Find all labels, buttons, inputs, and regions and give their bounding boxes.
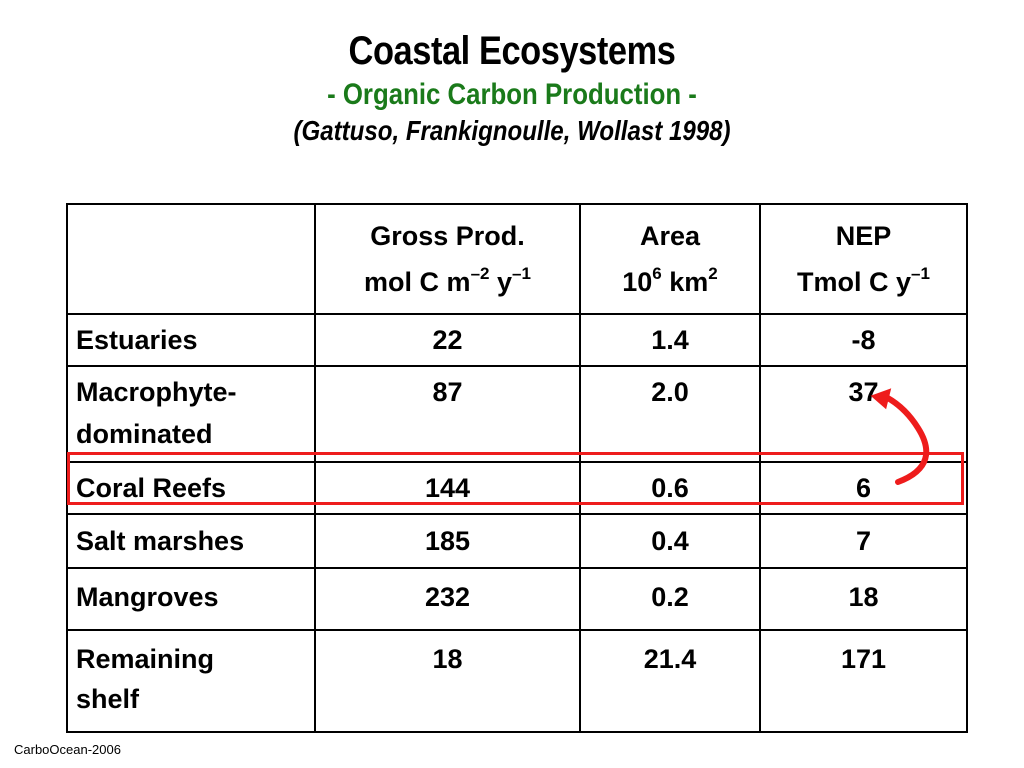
table-row: Estuaries 22 1.4 -8 — [66, 313, 968, 367]
gross-prod-cell: 87 — [314, 365, 581, 463]
curved-arrow-icon — [870, 388, 930, 485]
area-cell: 1.4 — [579, 313, 761, 367]
nep-cell: 171 — [759, 629, 968, 733]
row-label: Mangroves — [66, 567, 316, 631]
carbon-production-table: Gross Prod. mol C m–2 y–1 Area 106 km2 N… — [66, 203, 968, 733]
row-label: Salt marshes — [66, 513, 316, 569]
gross-prod-cell: 185 — [314, 513, 581, 569]
row-label: Macrophyte- dominated — [66, 365, 316, 463]
page-title: Coastal Ecosystems — [348, 29, 676, 73]
header-cell-nep: NEP Tmol C y–1 — [759, 203, 968, 315]
gross-prod-cell: 144 — [314, 461, 581, 515]
page-subtitle: - Organic Carbon Production - — [327, 78, 697, 111]
table-header-row: Gross Prod. mol C m–2 y–1 Area 106 km2 N… — [66, 203, 968, 315]
header-cell-gross-prod: Gross Prod. mol C m–2 y–1 — [314, 203, 581, 315]
gross-prod-cell: 22 — [314, 313, 581, 367]
row-label: Remaining shelf — [66, 629, 316, 733]
row-label: Estuaries — [66, 313, 316, 367]
nep-cell: 6 — [759, 461, 968, 515]
nep-cell: 7 — [759, 513, 968, 569]
area-cell: 0.6 — [579, 461, 761, 515]
area-cell: 0.4 — [579, 513, 761, 569]
table-row-highlighted: Coral Reefs 144 0.6 6 — [66, 461, 968, 515]
table-row: Mangroves 232 0.2 18 — [66, 567, 968, 631]
nep-cell: 37 — [759, 365, 968, 463]
gross-prod-cell: 18 — [314, 629, 581, 733]
title-block: Coastal Ecosystems - Organic Carbon Prod… — [0, 26, 1024, 148]
table-row: Salt marshes 185 0.4 7 — [66, 513, 968, 569]
row-label: Coral Reefs — [66, 461, 316, 515]
header-cell-empty — [66, 203, 316, 315]
table-row: Remaining shelf 18 21.4 171 — [66, 629, 968, 733]
nep-cell: 18 — [759, 567, 968, 631]
area-cell: 21.4 — [579, 629, 761, 733]
area-cell: 2.0 — [579, 365, 761, 463]
gross-prod-cell: 232 — [314, 567, 581, 631]
nep-cell: -8 — [759, 313, 968, 367]
footer-credit: CarboOcean-2006 — [14, 742, 121, 757]
header-cell-area: Area 106 km2 — [579, 203, 761, 315]
citation: (Gattuso, Frankignoulle, Wollast 1998) — [293, 115, 731, 146]
area-cell: 0.2 — [579, 567, 761, 631]
table-row: Macrophyte- dominated 87 2.0 37 — [66, 365, 968, 463]
